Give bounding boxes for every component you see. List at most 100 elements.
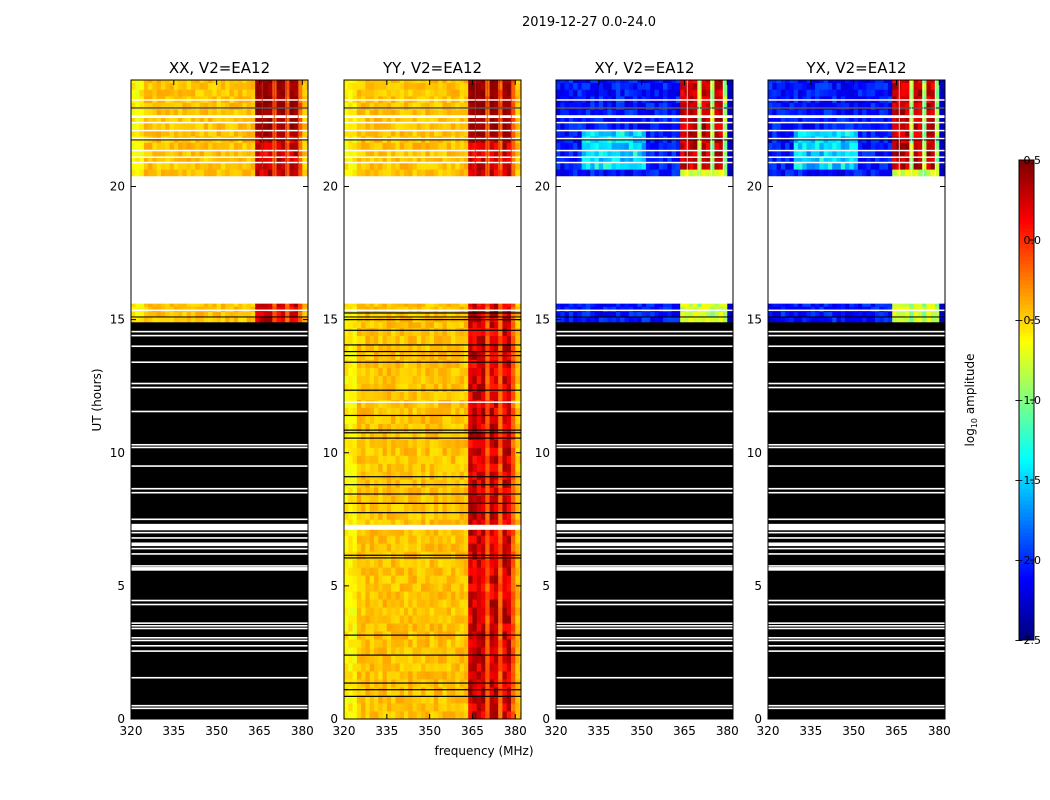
heatmap-cell xyxy=(455,431,461,440)
heatmap-cell xyxy=(378,155,383,163)
heatmap-cell xyxy=(369,431,375,440)
heatmap-cell xyxy=(399,367,405,376)
heatmap-cell xyxy=(451,335,456,344)
heatmap-cell xyxy=(429,375,435,384)
heatmap-cell xyxy=(382,89,388,97)
heatmap-cell xyxy=(139,82,145,90)
heatmap-cell xyxy=(506,599,512,608)
heatmap-cell xyxy=(641,316,647,323)
heatmap-cell xyxy=(152,122,158,130)
heatmap-cell xyxy=(365,703,371,712)
heatmap-cell xyxy=(169,142,175,150)
heatmap-cell xyxy=(225,162,230,170)
heatmap-cell xyxy=(348,519,353,528)
heatmap-cell xyxy=(421,142,426,150)
heatmap-cell xyxy=(810,149,816,157)
heatmap-cell xyxy=(263,102,269,110)
heatmap-cell xyxy=(250,122,256,130)
heatmap-cell xyxy=(442,575,448,584)
heatmap-cell xyxy=(913,142,919,150)
heatmap-cell xyxy=(645,82,651,90)
heatmap-cell xyxy=(506,82,512,90)
heatmap-cell xyxy=(386,503,392,512)
heatmap-cell xyxy=(395,102,401,110)
heatmap-cell xyxy=(220,109,226,117)
heatmap-cell xyxy=(365,471,371,480)
heatmap-cell xyxy=(688,155,694,163)
heatmap-cell xyxy=(361,519,366,528)
heatmap-cell xyxy=(624,89,630,97)
heatmap-cell xyxy=(446,391,452,400)
heatmap-cell xyxy=(246,129,252,137)
heatmap-cell xyxy=(182,162,188,170)
heatmap-cell xyxy=(654,303,660,307)
heatmap-cell xyxy=(199,142,205,150)
heatmap-cell xyxy=(361,423,366,432)
flagged-row xyxy=(344,361,521,363)
flagged-row xyxy=(131,309,308,312)
heatmap-cell xyxy=(369,623,375,632)
heatmap-cell xyxy=(883,162,889,170)
heatmap-cell xyxy=(408,591,413,600)
heatmap-cell xyxy=(152,311,158,318)
heatmap-cell xyxy=(446,623,452,632)
heatmap-cell xyxy=(603,303,608,307)
rfi-channel-divider xyxy=(722,80,724,176)
heatmap-cell xyxy=(263,306,269,313)
heatmap-cell xyxy=(403,109,409,117)
heatmap-cell xyxy=(485,375,490,384)
heatmap-cell xyxy=(823,155,829,163)
heatmap-cell xyxy=(289,149,295,157)
heatmap-cell xyxy=(641,303,647,307)
heatmap-cell xyxy=(173,162,179,170)
heatmap-cell xyxy=(190,149,196,157)
heatmap-cell xyxy=(459,527,465,536)
heatmap-cell xyxy=(403,639,409,648)
heatmap-cell xyxy=(250,303,256,307)
heatmap-cell xyxy=(489,122,495,130)
heatmap-cell xyxy=(148,80,153,84)
heatmap-cell xyxy=(667,129,673,137)
heatmap-cell xyxy=(468,663,473,672)
heatmap-cell xyxy=(607,149,613,157)
heatmap-cell xyxy=(199,129,205,137)
heatmap-cell xyxy=(135,311,140,318)
heatmap-cell xyxy=(199,82,205,90)
heatmap-cell xyxy=(519,471,522,480)
heatmap-cell xyxy=(373,495,379,504)
heatmap-cell xyxy=(797,155,803,163)
flagged-row xyxy=(344,115,521,117)
heatmap-cell xyxy=(165,102,170,110)
heatmap-cell xyxy=(468,575,473,584)
heatmap-cell xyxy=(472,455,478,464)
heatmap-cell xyxy=(468,306,473,313)
heatmap-cell xyxy=(433,149,439,157)
heatmap-cell xyxy=(451,109,456,117)
heatmap-cell xyxy=(498,663,503,672)
heatmap-cell xyxy=(607,129,613,137)
heatmap-cell xyxy=(356,671,362,680)
heatmap-cell xyxy=(472,647,478,656)
heatmap-cell xyxy=(233,306,239,313)
heatmap-cell xyxy=(624,303,630,307)
heatmap-cell xyxy=(887,149,893,157)
heatmap-cell xyxy=(442,407,448,416)
heatmap-cell xyxy=(438,647,443,656)
heatmap-cell xyxy=(581,102,587,110)
heatmap-cell xyxy=(476,671,482,680)
heatmap-cell xyxy=(356,663,362,672)
heatmap-cell xyxy=(352,703,358,712)
heatmap-cell xyxy=(399,407,405,416)
heatmap-cell xyxy=(714,115,720,123)
heatmap-cell xyxy=(416,80,422,84)
heatmap-cell xyxy=(395,647,401,656)
heatmap-cell xyxy=(212,115,218,123)
heatmap-cell xyxy=(143,155,149,163)
heatmap-cell xyxy=(585,169,591,177)
heatmap-cell xyxy=(446,303,452,307)
heatmap-cell xyxy=(255,142,260,150)
heatmap-cell xyxy=(577,102,583,110)
heatmap-cell xyxy=(395,89,401,97)
heatmap-cell xyxy=(446,463,452,472)
heatmap-cell xyxy=(498,359,503,368)
